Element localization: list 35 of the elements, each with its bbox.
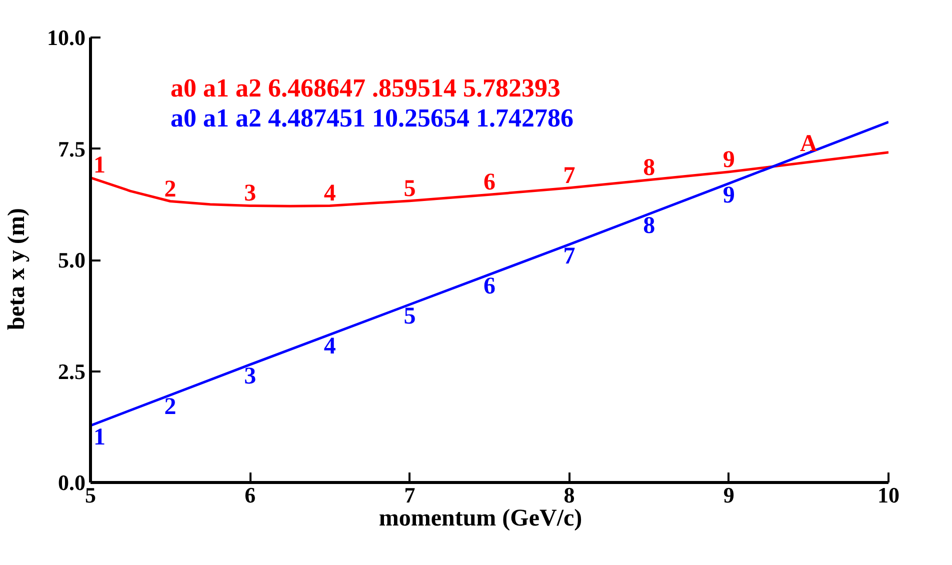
annotation: 1 [94, 152, 106, 179]
x-tick-label: 7 [404, 482, 416, 508]
x-axis-title: momentum (GeV/c) [378, 506, 582, 532]
annotation: 2 [164, 176, 176, 202]
x-tick-label: 8 [564, 482, 575, 508]
y-tick-label: 0.0 [58, 470, 86, 495]
x-tick-label: 9 [723, 482, 734, 508]
annotation: A [800, 131, 818, 158]
y-tick-label: 2.5 [58, 358, 86, 384]
annotation: 6 [484, 274, 496, 300]
annotation: 1 [94, 424, 106, 451]
annotation: 9 [722, 146, 735, 173]
y-tick-label: 7.5 [58, 136, 86, 162]
annotation: 8 [643, 154, 656, 181]
x-tick-label: 5 [85, 482, 96, 508]
x-tick-label: 10 [878, 482, 900, 508]
annotation: 5 [404, 304, 416, 330]
annotation: 4 [324, 333, 336, 360]
annotation: 8 [643, 213, 656, 240]
annotation: a0 a1 a2 6.468647 .859514 5.782393 [170, 74, 560, 102]
line-series [90, 151, 888, 208]
x-tick-label: 6 [244, 482, 256, 508]
annotation: 4 [324, 180, 336, 207]
y-axis-title: beta x y (m) [4, 208, 30, 330]
annotation: 9 [722, 182, 735, 208]
y-tick-label: 5.0 [58, 248, 86, 272]
annotation: 6 [484, 170, 496, 196]
annotation: 5 [404, 176, 416, 202]
annotation: 3 [244, 180, 256, 207]
y-tick-label: 10.0 [47, 25, 86, 50]
annotation: 2 [164, 394, 176, 420]
annotation: 7 [563, 162, 576, 189]
annotation: 7 [563, 243, 576, 270]
annotation: 3 [244, 364, 256, 390]
annotation: a0 a1 a2 4.487451 10.25654 1.742786 [170, 104, 574, 132]
